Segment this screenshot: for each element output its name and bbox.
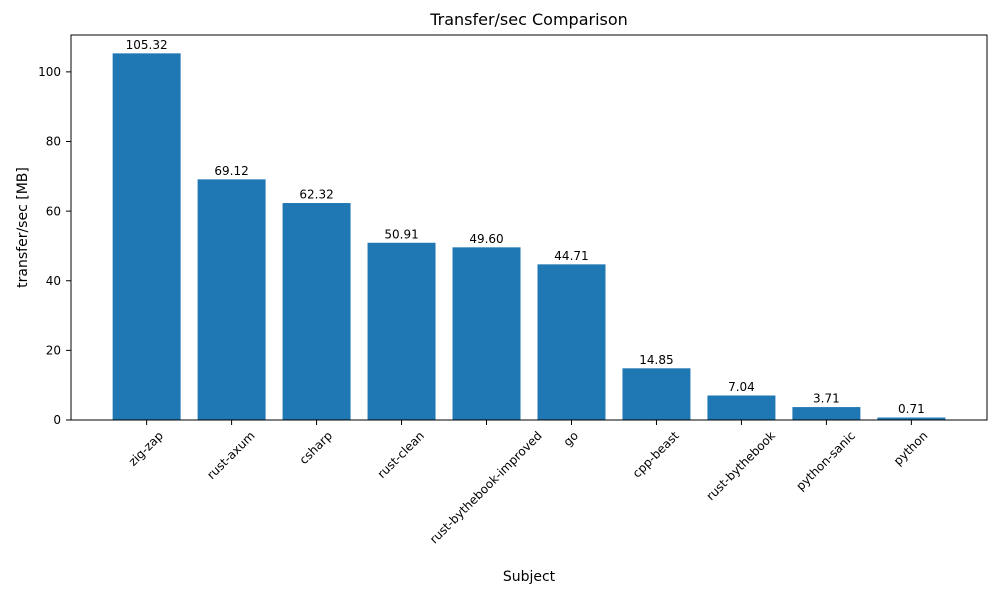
bar-zig-zap	[112, 53, 181, 420]
y-tick-label: 20	[46, 344, 61, 358]
bar-value-label: 50.91	[384, 227, 418, 241]
y-tick-label: 40	[46, 274, 61, 288]
bar-value-label: 62.32	[299, 188, 333, 202]
bar-csharp	[282, 203, 351, 420]
bar-rust-bythebook	[707, 395, 776, 420]
y-axis-label: transfer/sec [MB]	[15, 167, 31, 288]
bar-python-sanic	[792, 407, 861, 420]
bar-python	[877, 417, 946, 420]
bar-value-label: 105.32	[126, 38, 168, 52]
x-axis-label: Subject	[503, 569, 556, 585]
bar-value-label: 3.71	[813, 392, 840, 406]
bar-value-label: 44.71	[554, 249, 588, 263]
bar-value-label: 0.71	[898, 402, 925, 416]
bar-rust-clean	[367, 242, 436, 420]
bar-cpp-beast	[622, 368, 691, 420]
plot-border	[70, 34, 988, 421]
y-tick-label: 100	[38, 65, 61, 79]
y-tick-label: 80	[46, 135, 61, 149]
chart-title: Transfer/sec Comparison	[429, 10, 628, 29]
y-tick-label: 0	[53, 413, 61, 427]
bar-value-label: 69.12	[214, 164, 248, 178]
bar-value-label: 7.04	[728, 380, 755, 394]
bar-value-label: 49.60	[469, 232, 503, 246]
bar-go	[537, 264, 606, 420]
bar-rust-bythebook-improved	[452, 247, 521, 420]
bar-value-label: 14.85	[639, 353, 673, 367]
bar-rust-axum	[197, 179, 266, 420]
y-tick-label: 60	[46, 204, 61, 218]
